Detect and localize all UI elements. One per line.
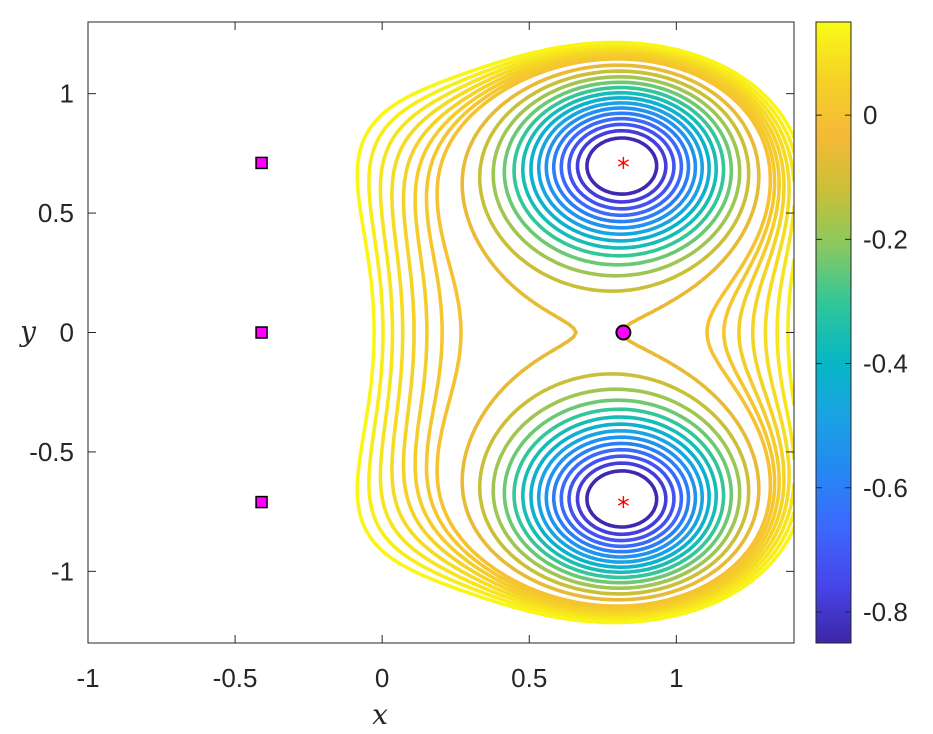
x-tick-label: 0 <box>375 663 389 693</box>
critical-point-markers <box>255 156 632 509</box>
y-axis-label: y <box>18 315 37 348</box>
contour-level-11 <box>491 75 742 590</box>
square-marker-0 <box>255 156 268 170</box>
square-marker-2 <box>255 495 268 509</box>
contour-level-5 <box>544 106 698 559</box>
colorbar-tick-label: -0.6 <box>863 473 908 503</box>
x-tick-label: -1 <box>76 663 99 693</box>
contour-level-21 <box>355 40 794 625</box>
x-tick-label: -0.5 <box>213 663 258 693</box>
contour-level-1 <box>575 128 668 537</box>
y-tick-label: 1 <box>60 79 74 109</box>
contour-level-10 <box>502 80 734 585</box>
star-marker-0 <box>617 156 629 169</box>
y-tick-label: 0 <box>60 318 74 348</box>
contour-level-15 <box>424 54 777 611</box>
colorbar <box>815 21 852 644</box>
contour-level-0 <box>585 136 659 529</box>
contour-level-20 <box>367 43 794 622</box>
contour-level-3 <box>559 116 684 549</box>
y-tick-label: -0.5 <box>29 437 74 467</box>
square-marker-1 <box>255 326 268 339</box>
contour-level-12 <box>477 69 751 596</box>
contour-level-6 <box>536 101 704 564</box>
x-tick-label: 1 <box>669 663 683 693</box>
saddle-circle-marker <box>615 324 632 341</box>
contour-level-19 <box>378 45 794 620</box>
x-axis-label: x <box>372 698 388 731</box>
contour-level-7 <box>529 96 711 569</box>
colorbar-ticks: -0.8 -0.6 -0.4 -0.2 0 <box>816 100 908 627</box>
contour-lines <box>355 40 794 625</box>
x-tick-label: 0.5 <box>511 663 547 693</box>
x-axis-ticks: -1 -0.5 0 0.5 1 <box>76 22 684 693</box>
contour-level-8 <box>521 90 718 575</box>
y-axis-ticks: -1 -0.5 0 0.5 1 <box>29 79 794 586</box>
contour-level-14 <box>435 57 773 608</box>
contour-level-13 <box>460 63 761 602</box>
contour-level-18 <box>390 48 791 617</box>
colorbar-tick-label: -0.4 <box>863 349 908 379</box>
contour-level-17 <box>401 50 786 615</box>
contour-level-2 <box>567 122 676 543</box>
colorbar-tick-label: -0.8 <box>863 597 908 627</box>
star-marker-1 <box>617 496 629 509</box>
contour-level-4 <box>551 111 691 554</box>
y-tick-label: 0.5 <box>38 198 74 228</box>
y-tick-label: -1 <box>51 556 74 586</box>
contour-level-16 <box>413 52 781 613</box>
colorbar-tick-label: -0.2 <box>863 224 908 254</box>
contour-level-9 <box>512 85 726 580</box>
colorbar-tick-label: 0 <box>863 100 877 130</box>
